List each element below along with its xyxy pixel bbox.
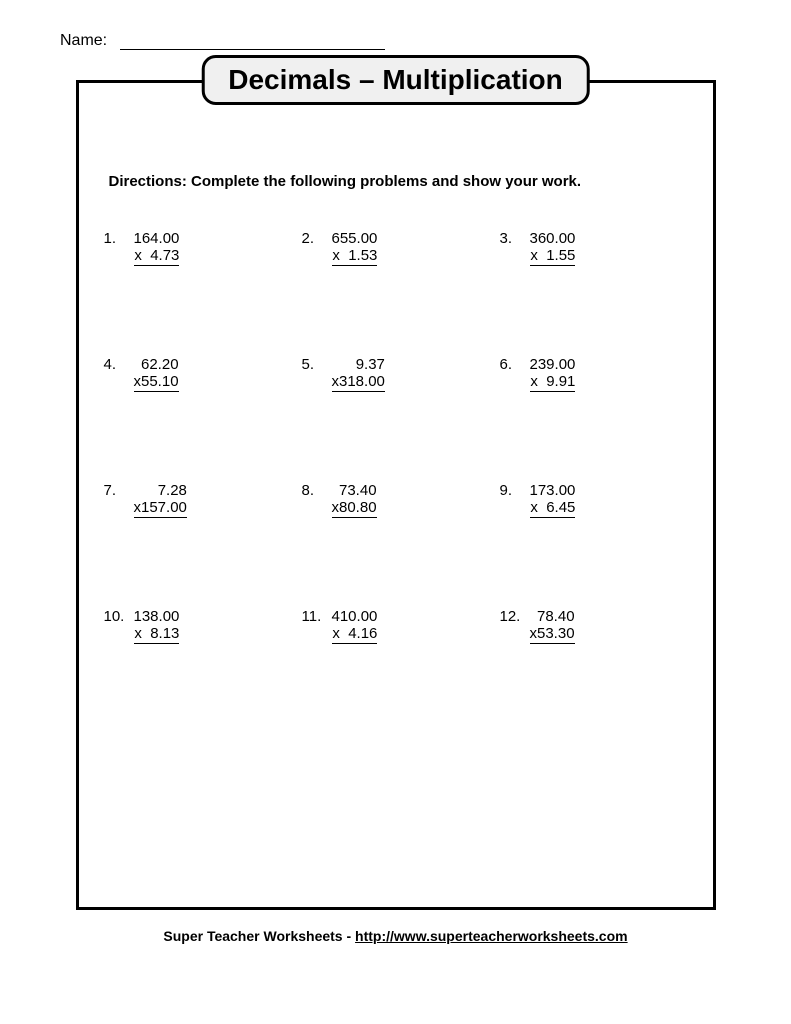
multiplicand: 360.00 [530,230,576,247]
problems-grid: 1. 164.00 x 4.73 2. 655.00 x 1.53 3. [79,230,713,644]
multiplicand: 164.00 [134,230,180,247]
problem: 6. 239.00 x 9.91 [500,356,698,392]
problem-body: 73.40 x80.80 [332,482,377,518]
multiplier: x 4.16 [332,625,378,644]
problem-body: 410.00 x 4.16 [332,608,378,644]
worksheet-title: Decimals – Multiplication [201,55,590,105]
multiplier: x 4.73 [134,247,180,266]
footer-link[interactable]: http://www.superteacherworksheets.com [355,928,628,944]
problem-row: 7. 7.28 x157.00 8. 73.40 x80.80 9. [104,482,698,518]
problem: 5. 9.37 x318.00 [302,356,500,392]
multiplicand: 655.00 [332,230,378,247]
problem: 9. 173.00 x 6.45 [500,482,698,518]
problem-row: 1. 164.00 x 4.73 2. 655.00 x 1.53 3. [104,230,698,266]
problem-number: 12. [500,608,530,644]
problem: 10. 138.00 x 8.13 [104,608,302,644]
multiplier: x318.00 [332,373,385,392]
multiplier: x55.10 [134,373,179,392]
problem: 7. 7.28 x157.00 [104,482,302,518]
problem: 12. 78.40 x53.30 [500,608,698,644]
name-blank[interactable] [120,32,385,50]
problem-row: 4. 62.20 x55.10 5. 9.37 x318.00 6. [104,356,698,392]
problem-number: 4. [104,356,134,392]
multiplier: x 1.53 [332,247,378,266]
problem: 3. 360.00 x 1.55 [500,230,698,266]
multiplier: x53.30 [530,625,575,644]
problem-number: 3. [500,230,530,266]
problem-body: 138.00 x 8.13 [134,608,180,644]
multiplicand: 7.28 [134,482,187,499]
problem-number: 5. [302,356,332,392]
name-label: Name: [60,32,107,50]
multiplicand: 410.00 [332,608,378,625]
problem-number: 8. [302,482,332,518]
footer: Super Teacher Worksheets - http://www.su… [50,928,741,944]
problem-body: 62.20 x55.10 [134,356,179,392]
multiplicand: 239.00 [530,356,576,373]
problem-body: 78.40 x53.30 [530,608,575,644]
problem-body: 164.00 x 4.73 [134,230,180,266]
problem-body: 7.28 x157.00 [134,482,187,518]
problem: 8. 73.40 x80.80 [302,482,500,518]
multiplier: x157.00 [134,499,187,518]
multiplicand: 62.20 [134,356,179,373]
multiplier: x 8.13 [134,625,180,644]
problem-body: 173.00 x 6.45 [530,482,576,518]
multiplicand: 73.40 [332,482,377,499]
problem-number: 7. [104,482,134,518]
problem-body: 655.00 x 1.53 [332,230,378,266]
multiplicand: 173.00 [530,482,576,499]
main-box: Decimals – Multiplication Directions: Co… [76,80,716,910]
problem-row: 10. 138.00 x 8.13 11. 410.00 x 4.16 12. [104,608,698,644]
multiplicand: 78.40 [530,608,575,625]
multiplier: x 1.55 [530,247,576,266]
directions-text: Directions: Complete the following probl… [109,173,683,190]
problem: 4. 62.20 x55.10 [104,356,302,392]
problem: 11. 410.00 x 4.16 [302,608,500,644]
multiplier: x 9.91 [530,373,576,392]
worksheet-page: Name: Decimals – Multiplication Directio… [0,0,791,1024]
problem-body: 9.37 x318.00 [332,356,385,392]
name-line: Name: [60,32,741,50]
problem-number: 11. [302,608,332,644]
multiplicand: 9.37 [332,356,385,373]
problem: 2. 655.00 x 1.53 [302,230,500,266]
footer-brand: Super Teacher Worksheets [163,928,342,944]
multiplier: x 6.45 [530,499,576,518]
multiplier: x80.80 [332,499,377,518]
problem: 1. 164.00 x 4.73 [104,230,302,266]
problem-body: 360.00 x 1.55 [530,230,576,266]
problem-body: 239.00 x 9.91 [530,356,576,392]
problem-number: 1. [104,230,134,266]
multiplicand: 138.00 [134,608,180,625]
problem-number: 9. [500,482,530,518]
problem-number: 10. [104,608,134,644]
problem-number: 2. [302,230,332,266]
footer-separator: - [343,928,355,944]
problem-number: 6. [500,356,530,392]
